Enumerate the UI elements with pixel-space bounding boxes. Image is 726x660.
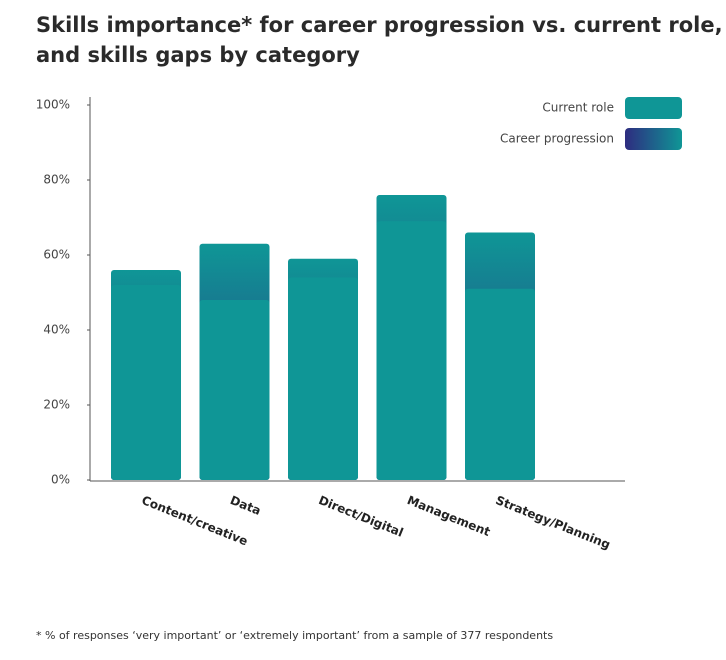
current-role-bar [288, 277, 358, 480]
y-tick-label: 80% [43, 173, 70, 187]
legend-swatch [625, 97, 682, 119]
legend-label: Current role [542, 101, 614, 115]
footnote: * % of responses ‘very important’ or ‘ex… [36, 629, 553, 642]
current-role-bar [465, 288, 535, 480]
y-tick-label: 40% [43, 323, 70, 337]
y-tick-label: 0% [51, 473, 70, 487]
y-tick-label: 20% [43, 398, 70, 412]
y-tick-label: 60% [43, 248, 70, 262]
legend-swatch [625, 128, 682, 150]
legend-label: Career progression [500, 132, 614, 146]
x-tick-label: Data [228, 493, 263, 518]
chart-title: and skills gaps by category [36, 43, 360, 67]
y-tick-label: 100% [36, 98, 70, 112]
current-role-bar [376, 221, 447, 480]
x-tick-label: Direct/Digital [317, 493, 406, 540]
current-role-bar [199, 300, 270, 480]
x-tick-label: Management [405, 493, 492, 539]
current-role-bar [111, 285, 181, 480]
x-tick-label: Strategy/Planning [494, 493, 613, 552]
chart-title: Skills importance* for career progressio… [36, 13, 723, 37]
